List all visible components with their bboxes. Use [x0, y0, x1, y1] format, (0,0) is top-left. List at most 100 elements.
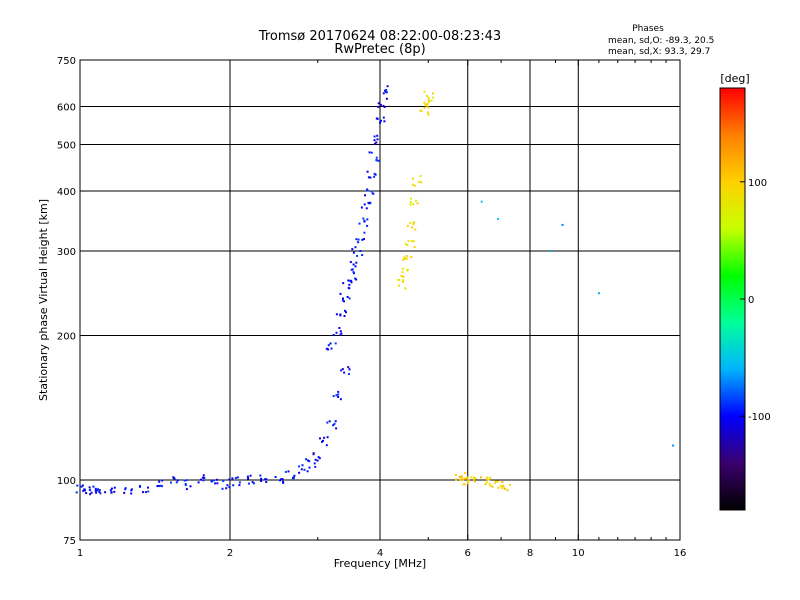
chart-subtitle: RwPretec (8p)	[334, 42, 425, 57]
echo-point	[509, 484, 511, 486]
echo-point	[226, 484, 229, 487]
echo-point	[335, 313, 338, 316]
echo-point	[282, 482, 285, 484]
echo-point	[349, 261, 352, 263]
echo-point	[462, 478, 465, 481]
x-tick-label: 4	[377, 548, 383, 559]
echo-point	[130, 488, 133, 491]
echo-point	[189, 485, 192, 488]
echo-point	[335, 331, 338, 334]
echo-point	[349, 279, 352, 282]
echo-point	[325, 444, 328, 447]
echo-point	[337, 390, 340, 393]
echo-point	[402, 275, 405, 278]
echo-point	[360, 206, 363, 209]
echo-point	[147, 486, 149, 489]
echo-point	[423, 106, 426, 109]
echo-point	[376, 117, 379, 120]
echo-point	[417, 180, 420, 183]
x-tick-label: 10	[572, 548, 585, 559]
echo-point	[211, 480, 214, 483]
echo-point	[348, 297, 351, 300]
echo-point	[424, 103, 427, 106]
echo-point	[377, 102, 380, 105]
echo-point	[251, 481, 254, 484]
echo-point	[363, 220, 366, 223]
x-tick-label: 8	[527, 548, 533, 559]
echo-point	[318, 457, 321, 460]
echo-point	[308, 466, 311, 469]
echo-point	[398, 279, 401, 281]
echo-point	[474, 477, 477, 480]
echo-point	[335, 394, 338, 397]
echo-point	[312, 452, 315, 455]
echo-point	[501, 486, 504, 489]
echo-point	[89, 493, 92, 496]
echo-point	[485, 476, 488, 479]
echo-point	[90, 491, 93, 494]
echo-point	[400, 275, 403, 277]
echo-point	[342, 297, 344, 300]
echo-point	[110, 491, 113, 494]
chart-title: Tromsø 20170624 08:22:00-08:23:43	[258, 29, 501, 44]
echo-point	[184, 483, 187, 485]
echo-point	[501, 481, 504, 484]
echo-point	[348, 283, 351, 286]
colorbar-tick-label: -100	[748, 412, 771, 423]
echo-point	[370, 190, 373, 193]
echo-point	[292, 475, 295, 478]
echo-point	[130, 489, 133, 492]
echo-point	[427, 106, 430, 109]
echo-point	[384, 89, 386, 92]
echo-point	[350, 268, 353, 271]
y-tick-label: 400	[57, 187, 76, 198]
echo-point	[214, 482, 217, 485]
echo-point	[426, 102, 429, 105]
echo-point	[467, 479, 470, 482]
echo-point	[363, 231, 366, 234]
echo-point	[298, 471, 301, 474]
echo-point	[170, 481, 172, 484]
echo-point	[355, 261, 358, 264]
echo-point	[260, 477, 263, 480]
x-tick-label: 1	[77, 548, 83, 559]
echo-point	[361, 238, 364, 241]
x-tick-label: 16	[674, 548, 687, 559]
echo-point	[228, 478, 231, 481]
echo-point	[329, 342, 332, 345]
echo-point	[362, 217, 365, 220]
echo-point	[313, 462, 316, 465]
echo-point	[130, 492, 133, 495]
echo-point	[406, 244, 409, 247]
echo-point	[96, 489, 99, 492]
echo-point	[504, 487, 507, 490]
echo-point	[339, 398, 342, 401]
echo-point	[197, 481, 200, 484]
echo-point	[348, 373, 350, 375]
echo-point	[281, 478, 284, 481]
y-tick-label: 300	[57, 247, 76, 258]
echo-point	[454, 474, 457, 476]
echo-point	[371, 192, 374, 195]
echo-point	[485, 481, 488, 484]
echo-point	[366, 170, 369, 173]
echo-point	[342, 282, 345, 285]
echo-point	[407, 240, 410, 243]
echo-point	[502, 484, 505, 487]
echo-point	[355, 278, 358, 281]
echo-point	[359, 250, 362, 252]
echo-point	[402, 267, 405, 270]
echo-point	[263, 478, 266, 481]
echo-point	[427, 113, 430, 116]
echo-point	[348, 368, 351, 371]
echo-point	[480, 200, 483, 203]
x-tick-label: 6	[465, 548, 471, 559]
echo-point	[366, 224, 369, 227]
echo-point	[317, 456, 320, 459]
echo-point	[92, 485, 95, 488]
echo-point	[274, 476, 277, 478]
echo-point	[406, 268, 409, 271]
echo-point	[325, 347, 328, 350]
echo-point	[368, 202, 371, 205]
echo-point	[341, 299, 344, 302]
